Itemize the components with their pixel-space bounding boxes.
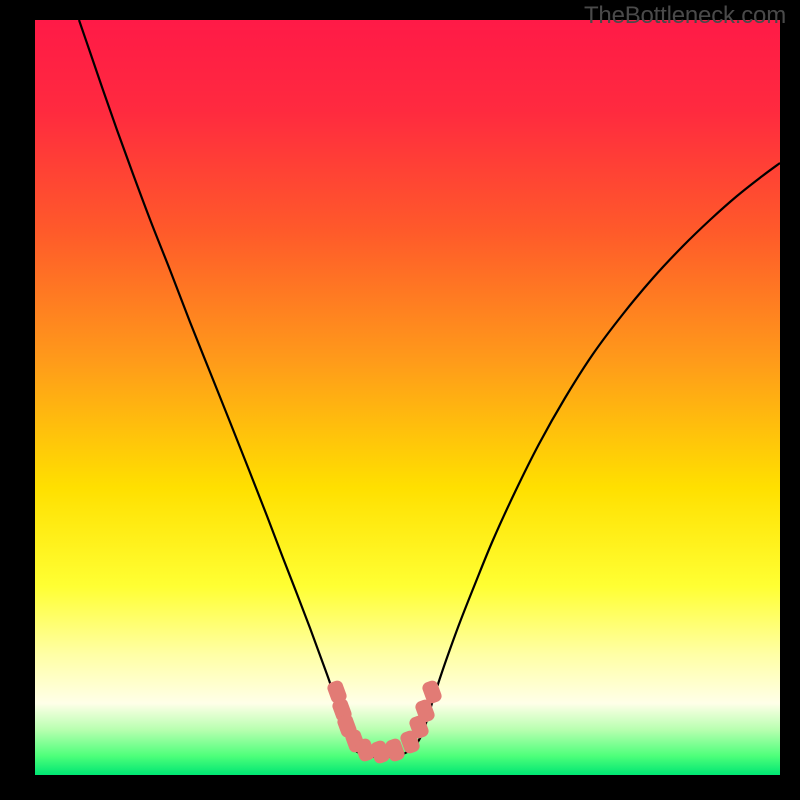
- plot-area: [35, 20, 780, 775]
- watermark-text: TheBottleneck.com: [584, 2, 786, 30]
- gradient-background: [35, 20, 780, 775]
- plot-svg: [35, 20, 780, 775]
- chart-frame: TheBottleneck.com: [0, 0, 800, 800]
